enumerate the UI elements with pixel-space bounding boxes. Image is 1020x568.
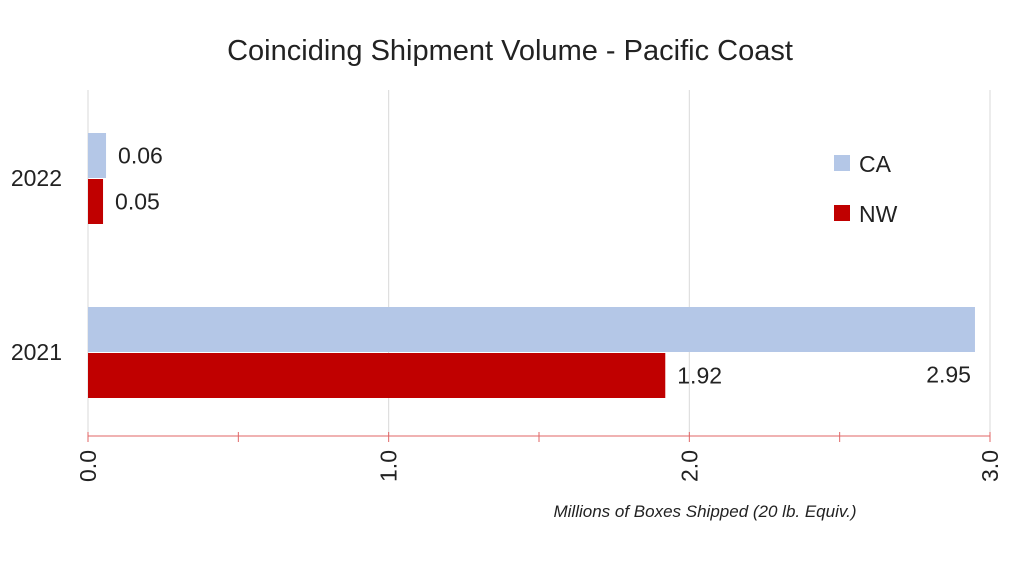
legend-swatch-ca — [834, 155, 850, 171]
chart-title: Coinciding Shipment Volume - Pacific Coa… — [227, 35, 793, 67]
bar-ca — [88, 307, 975, 352]
bars: 0.06 0.05 2.95 1.92 — [88, 133, 975, 398]
bar-nw — [88, 353, 666, 398]
x-tick-label: 0.0 — [75, 450, 101, 482]
x-tick-label: 1.0 — [376, 450, 402, 482]
data-label: 2.95 — [926, 362, 971, 388]
x-axis-label: Millions of Boxes Shipped (20 lb. Equiv.… — [553, 502, 856, 521]
data-label: 0.06 — [118, 143, 163, 169]
bar-ca — [88, 133, 107, 178]
category-label: 2022 — [11, 165, 62, 191]
legend-label: CA — [859, 151, 892, 177]
data-label: 1.92 — [677, 363, 722, 389]
category-label: 2021 — [11, 339, 62, 365]
x-tick-label: 2.0 — [676, 450, 702, 482]
legend: CA NW — [834, 151, 898, 227]
data-label: 0.05 — [115, 189, 160, 215]
legend-swatch-nw — [834, 205, 850, 221]
x-tick-label: 3.0 — [977, 450, 1003, 482]
x-axis: 0.0 1.0 2.0 3.0 — [75, 432, 1003, 482]
legend-label: NW — [859, 201, 898, 227]
category-labels: 2022 2021 — [11, 165, 62, 365]
bar-nw — [88, 179, 104, 224]
